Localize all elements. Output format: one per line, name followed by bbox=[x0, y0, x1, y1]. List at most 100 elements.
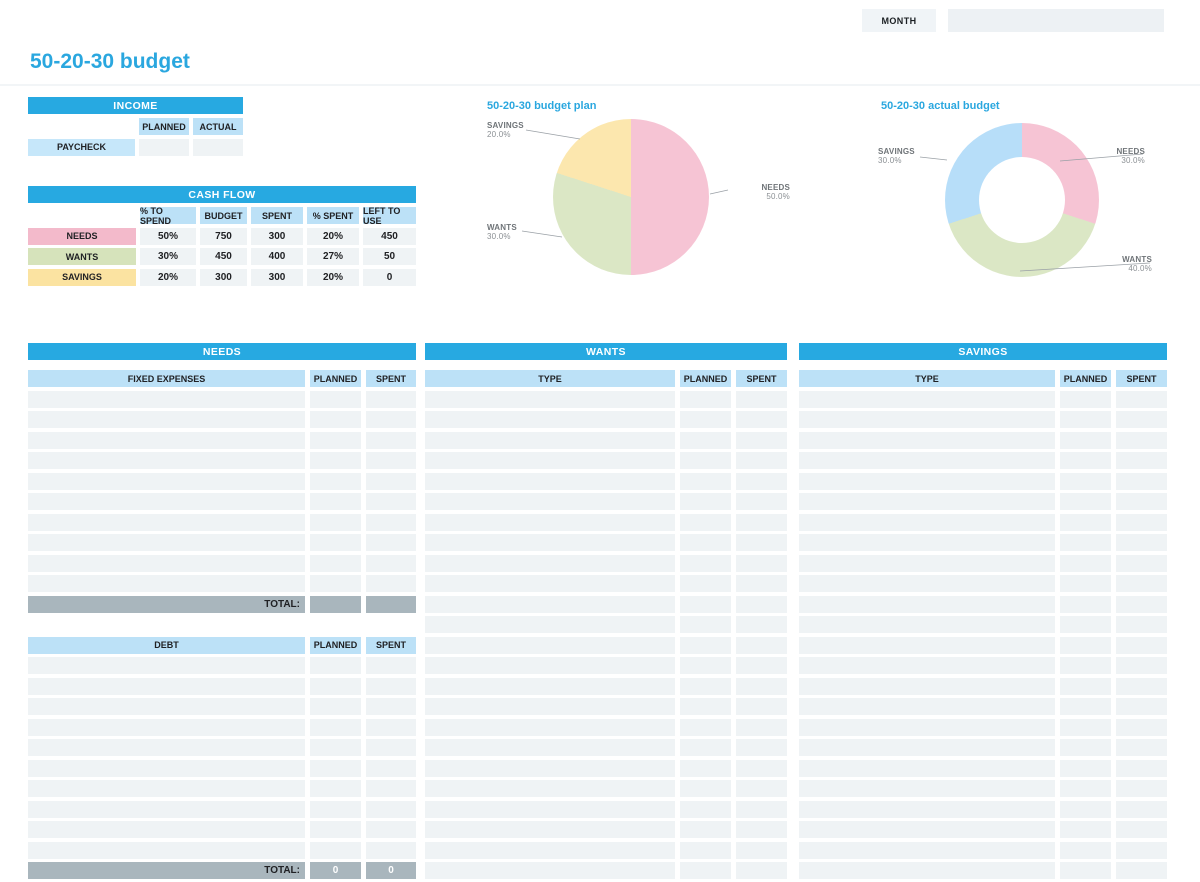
row-value-cell[interactable] bbox=[736, 862, 787, 879]
row-name-cell[interactable] bbox=[799, 390, 1055, 408]
row-name-cell[interactable] bbox=[799, 493, 1055, 510]
row-name-cell[interactable] bbox=[799, 472, 1055, 490]
row-value-cell[interactable] bbox=[680, 411, 731, 428]
row-name-cell[interactable] bbox=[799, 800, 1055, 818]
row-value-cell[interactable] bbox=[1116, 677, 1167, 695]
row-name-cell[interactable] bbox=[425, 554, 675, 572]
row-value-cell[interactable] bbox=[680, 390, 731, 408]
row-value-cell[interactable] bbox=[1116, 595, 1167, 613]
row-name-cell[interactable] bbox=[799, 636, 1055, 654]
row-name-cell[interactable] bbox=[28, 780, 305, 797]
row-value-cell[interactable] bbox=[1060, 821, 1111, 838]
needs-spent-cell[interactable]: 300 bbox=[251, 227, 303, 245]
row-name-cell[interactable] bbox=[28, 821, 305, 838]
row-name-cell[interactable] bbox=[799, 452, 1055, 469]
row-name-cell[interactable] bbox=[28, 452, 305, 469]
row-name-cell[interactable] bbox=[425, 616, 675, 633]
savings-spent-cell[interactable]: 300 bbox=[251, 268, 303, 286]
row-value-cell[interactable] bbox=[736, 472, 787, 490]
row-value-cell[interactable] bbox=[310, 698, 361, 715]
row-value-cell[interactable] bbox=[366, 513, 416, 531]
paycheck-actual-cell[interactable] bbox=[193, 138, 243, 156]
row-value-cell[interactable] bbox=[366, 841, 416, 859]
row-value-cell[interactable] bbox=[1060, 513, 1111, 531]
row-value-cell[interactable] bbox=[1060, 616, 1111, 633]
row-value-cell[interactable] bbox=[366, 452, 416, 469]
row-value-cell[interactable] bbox=[736, 718, 787, 736]
row-value-cell[interactable] bbox=[736, 390, 787, 408]
row-value-cell[interactable] bbox=[310, 718, 361, 736]
row-name-cell[interactable] bbox=[28, 493, 305, 510]
row-value-cell[interactable] bbox=[1116, 759, 1167, 777]
row-value-cell[interactable] bbox=[736, 452, 787, 469]
row-value-cell[interactable] bbox=[1060, 780, 1111, 797]
row-value-cell[interactable] bbox=[366, 657, 416, 674]
row-value-cell[interactable] bbox=[1060, 575, 1111, 592]
row-value-cell[interactable] bbox=[1116, 821, 1167, 838]
row-value-cell[interactable] bbox=[366, 493, 416, 510]
row-value-cell[interactable] bbox=[310, 411, 361, 428]
row-value-cell[interactable] bbox=[310, 513, 361, 531]
row-name-cell[interactable] bbox=[799, 595, 1055, 613]
row-value-cell[interactable] bbox=[680, 493, 731, 510]
row-value-cell[interactable] bbox=[310, 554, 361, 572]
row-name-cell[interactable] bbox=[425, 431, 675, 449]
row-name-cell[interactable] bbox=[799, 759, 1055, 777]
row-name-cell[interactable] bbox=[799, 513, 1055, 531]
row-value-cell[interactable] bbox=[680, 862, 731, 879]
row-name-cell[interactable] bbox=[799, 821, 1055, 838]
row-value-cell[interactable] bbox=[366, 390, 416, 408]
row-value-cell[interactable] bbox=[1116, 657, 1167, 674]
row-name-cell[interactable] bbox=[799, 718, 1055, 736]
row-name-cell[interactable] bbox=[799, 534, 1055, 551]
row-value-cell[interactable] bbox=[1116, 575, 1167, 592]
row-value-cell[interactable] bbox=[1116, 780, 1167, 797]
row-value-cell[interactable] bbox=[1116, 411, 1167, 428]
row-value-cell[interactable] bbox=[310, 575, 361, 592]
row-name-cell[interactable] bbox=[425, 739, 675, 756]
row-name-cell[interactable] bbox=[799, 431, 1055, 449]
row-value-cell[interactable] bbox=[736, 636, 787, 654]
row-value-cell[interactable] bbox=[1060, 800, 1111, 818]
row-name-cell[interactable] bbox=[28, 739, 305, 756]
row-value-cell[interactable] bbox=[310, 390, 361, 408]
row-value-cell[interactable] bbox=[366, 698, 416, 715]
row-name-cell[interactable] bbox=[425, 493, 675, 510]
row-value-cell[interactable] bbox=[310, 821, 361, 838]
row-value-cell[interactable] bbox=[1060, 841, 1111, 859]
row-value-cell[interactable] bbox=[1116, 636, 1167, 654]
row-value-cell[interactable] bbox=[736, 595, 787, 613]
row-name-cell[interactable] bbox=[425, 821, 675, 838]
row-value-cell[interactable] bbox=[680, 472, 731, 490]
row-value-cell[interactable] bbox=[366, 554, 416, 572]
row-value-cell[interactable] bbox=[1060, 595, 1111, 613]
row-value-cell[interactable] bbox=[680, 452, 731, 469]
row-value-cell[interactable] bbox=[310, 472, 361, 490]
row-name-cell[interactable] bbox=[799, 677, 1055, 695]
row-value-cell[interactable] bbox=[680, 575, 731, 592]
savings-pct-to-spend-cell[interactable]: 20% bbox=[140, 268, 196, 286]
row-value-cell[interactable] bbox=[1060, 739, 1111, 756]
row-value-cell[interactable] bbox=[1060, 452, 1111, 469]
row-name-cell[interactable] bbox=[799, 739, 1055, 756]
row-name-cell[interactable] bbox=[799, 575, 1055, 592]
row-name-cell[interactable] bbox=[799, 698, 1055, 715]
row-value-cell[interactable] bbox=[310, 677, 361, 695]
row-value-cell[interactable] bbox=[366, 718, 416, 736]
row-value-cell[interactable] bbox=[736, 554, 787, 572]
row-name-cell[interactable] bbox=[28, 390, 305, 408]
row-value-cell[interactable] bbox=[1060, 759, 1111, 777]
row-name-cell[interactable] bbox=[28, 472, 305, 490]
row-value-cell[interactable] bbox=[310, 780, 361, 797]
wants-pct-spent-cell[interactable]: 27% bbox=[307, 248, 359, 265]
row-value-cell[interactable] bbox=[366, 759, 416, 777]
row-value-cell[interactable] bbox=[1116, 493, 1167, 510]
row-value-cell[interactable] bbox=[736, 800, 787, 818]
row-value-cell[interactable] bbox=[736, 657, 787, 674]
row-name-cell[interactable] bbox=[28, 718, 305, 736]
row-value-cell[interactable] bbox=[1116, 862, 1167, 879]
row-value-cell[interactable] bbox=[1116, 739, 1167, 756]
row-name-cell[interactable] bbox=[799, 411, 1055, 428]
wants-budget-cell[interactable]: 450 bbox=[200, 248, 247, 265]
row-name-cell[interactable] bbox=[28, 411, 305, 428]
